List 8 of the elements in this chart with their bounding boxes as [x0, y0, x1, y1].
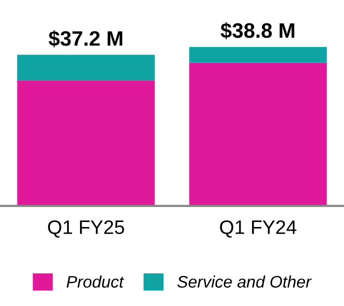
annotation: $37.2 M: [48, 30, 122, 48]
x-tick-label: Q1 FY24: [220, 220, 296, 238]
bar: [189, 46, 327, 63]
legend-label: Product: [66, 275, 124, 288]
x-tick-label: Q1 FY25: [48, 220, 124, 238]
legend-label: Service and Other: [177, 275, 312, 288]
bar: [17, 54, 155, 80]
text: $38.8 M: [220, 22, 294, 40]
